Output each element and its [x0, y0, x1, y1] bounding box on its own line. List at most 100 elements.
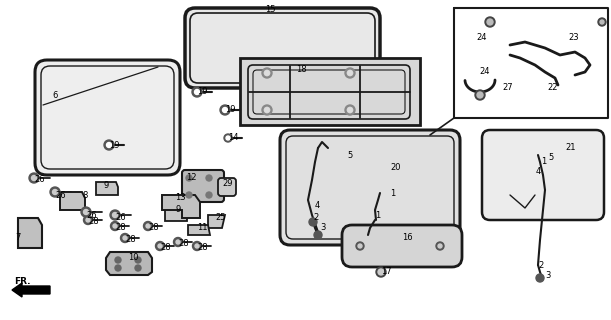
- Circle shape: [262, 68, 272, 78]
- Circle shape: [358, 244, 362, 248]
- Text: 9: 9: [104, 180, 109, 189]
- Circle shape: [110, 210, 120, 220]
- Text: 26: 26: [55, 190, 65, 199]
- Circle shape: [84, 215, 92, 225]
- Text: 17: 17: [381, 268, 392, 276]
- Text: 8: 8: [82, 190, 87, 199]
- Text: 3: 3: [320, 223, 326, 233]
- Text: 16: 16: [402, 234, 412, 243]
- Polygon shape: [60, 192, 85, 210]
- Circle shape: [487, 19, 493, 25]
- Circle shape: [135, 257, 141, 263]
- Polygon shape: [162, 195, 200, 218]
- Text: 28: 28: [160, 244, 170, 252]
- Circle shape: [192, 242, 202, 251]
- Text: 26: 26: [115, 213, 126, 222]
- Polygon shape: [165, 208, 187, 221]
- Circle shape: [194, 90, 200, 94]
- Circle shape: [475, 90, 485, 100]
- Circle shape: [112, 212, 117, 218]
- Text: 24: 24: [476, 34, 486, 43]
- Circle shape: [176, 240, 180, 244]
- Text: 27: 27: [502, 84, 513, 92]
- Text: 28: 28: [115, 223, 126, 233]
- Text: 28: 28: [125, 236, 136, 244]
- Circle shape: [115, 265, 121, 271]
- Text: 9: 9: [175, 205, 180, 214]
- Text: 24: 24: [479, 68, 489, 76]
- FancyBboxPatch shape: [182, 170, 224, 202]
- Polygon shape: [240, 58, 420, 125]
- FancyBboxPatch shape: [482, 130, 604, 220]
- Circle shape: [314, 231, 322, 239]
- Circle shape: [345, 105, 355, 115]
- Text: 2: 2: [538, 260, 543, 269]
- Text: 4: 4: [536, 167, 541, 177]
- Circle shape: [376, 267, 386, 277]
- Circle shape: [113, 224, 117, 228]
- Text: 2: 2: [313, 213, 318, 222]
- Text: 22: 22: [547, 84, 557, 92]
- FancyBboxPatch shape: [35, 60, 180, 175]
- Text: 13: 13: [175, 193, 186, 202]
- Text: 6: 6: [52, 91, 57, 100]
- Text: 14: 14: [228, 133, 238, 142]
- Polygon shape: [188, 225, 210, 235]
- Text: FR.: FR.: [14, 277, 31, 286]
- Polygon shape: [208, 215, 225, 228]
- Circle shape: [115, 257, 121, 263]
- Text: 19: 19: [225, 106, 235, 115]
- Text: 20: 20: [390, 164, 400, 172]
- Text: 4: 4: [315, 201, 320, 210]
- Circle shape: [106, 142, 111, 148]
- Circle shape: [598, 18, 606, 26]
- Text: 19: 19: [197, 87, 208, 97]
- Text: 29: 29: [222, 179, 233, 188]
- Circle shape: [220, 105, 230, 115]
- Circle shape: [84, 210, 89, 214]
- Circle shape: [192, 87, 202, 97]
- Circle shape: [195, 244, 199, 248]
- Circle shape: [144, 221, 153, 230]
- Circle shape: [135, 265, 141, 271]
- Text: 5: 5: [347, 150, 353, 159]
- Text: 28: 28: [197, 244, 208, 252]
- Circle shape: [436, 242, 444, 250]
- Text: 28: 28: [148, 223, 159, 233]
- Text: 28: 28: [88, 218, 98, 227]
- Circle shape: [156, 242, 164, 251]
- Text: 5: 5: [548, 153, 553, 162]
- Text: 1: 1: [390, 188, 395, 197]
- Circle shape: [53, 189, 57, 195]
- Circle shape: [206, 192, 212, 198]
- Polygon shape: [96, 182, 118, 195]
- Text: 3: 3: [545, 270, 551, 279]
- Text: 26: 26: [86, 211, 97, 220]
- Circle shape: [86, 218, 90, 222]
- Polygon shape: [106, 252, 152, 275]
- Text: 26: 26: [34, 175, 45, 185]
- Circle shape: [174, 237, 183, 246]
- Text: 15: 15: [265, 5, 276, 14]
- Polygon shape: [18, 218, 42, 248]
- Circle shape: [120, 234, 130, 243]
- Text: 12: 12: [186, 173, 197, 182]
- FancyBboxPatch shape: [280, 130, 460, 245]
- Circle shape: [485, 17, 495, 27]
- Circle shape: [81, 207, 91, 217]
- Circle shape: [262, 105, 272, 115]
- Text: 19: 19: [109, 140, 120, 149]
- Text: 18: 18: [296, 66, 307, 75]
- FancyBboxPatch shape: [185, 8, 380, 88]
- Circle shape: [438, 244, 442, 248]
- Text: 10: 10: [128, 253, 139, 262]
- Circle shape: [224, 134, 232, 142]
- FancyBboxPatch shape: [342, 225, 462, 267]
- Circle shape: [29, 173, 39, 183]
- Circle shape: [32, 175, 37, 180]
- Circle shape: [123, 236, 127, 240]
- FancyArrow shape: [12, 283, 50, 297]
- Circle shape: [345, 68, 355, 78]
- Text: 25: 25: [215, 213, 225, 222]
- Circle shape: [536, 274, 544, 282]
